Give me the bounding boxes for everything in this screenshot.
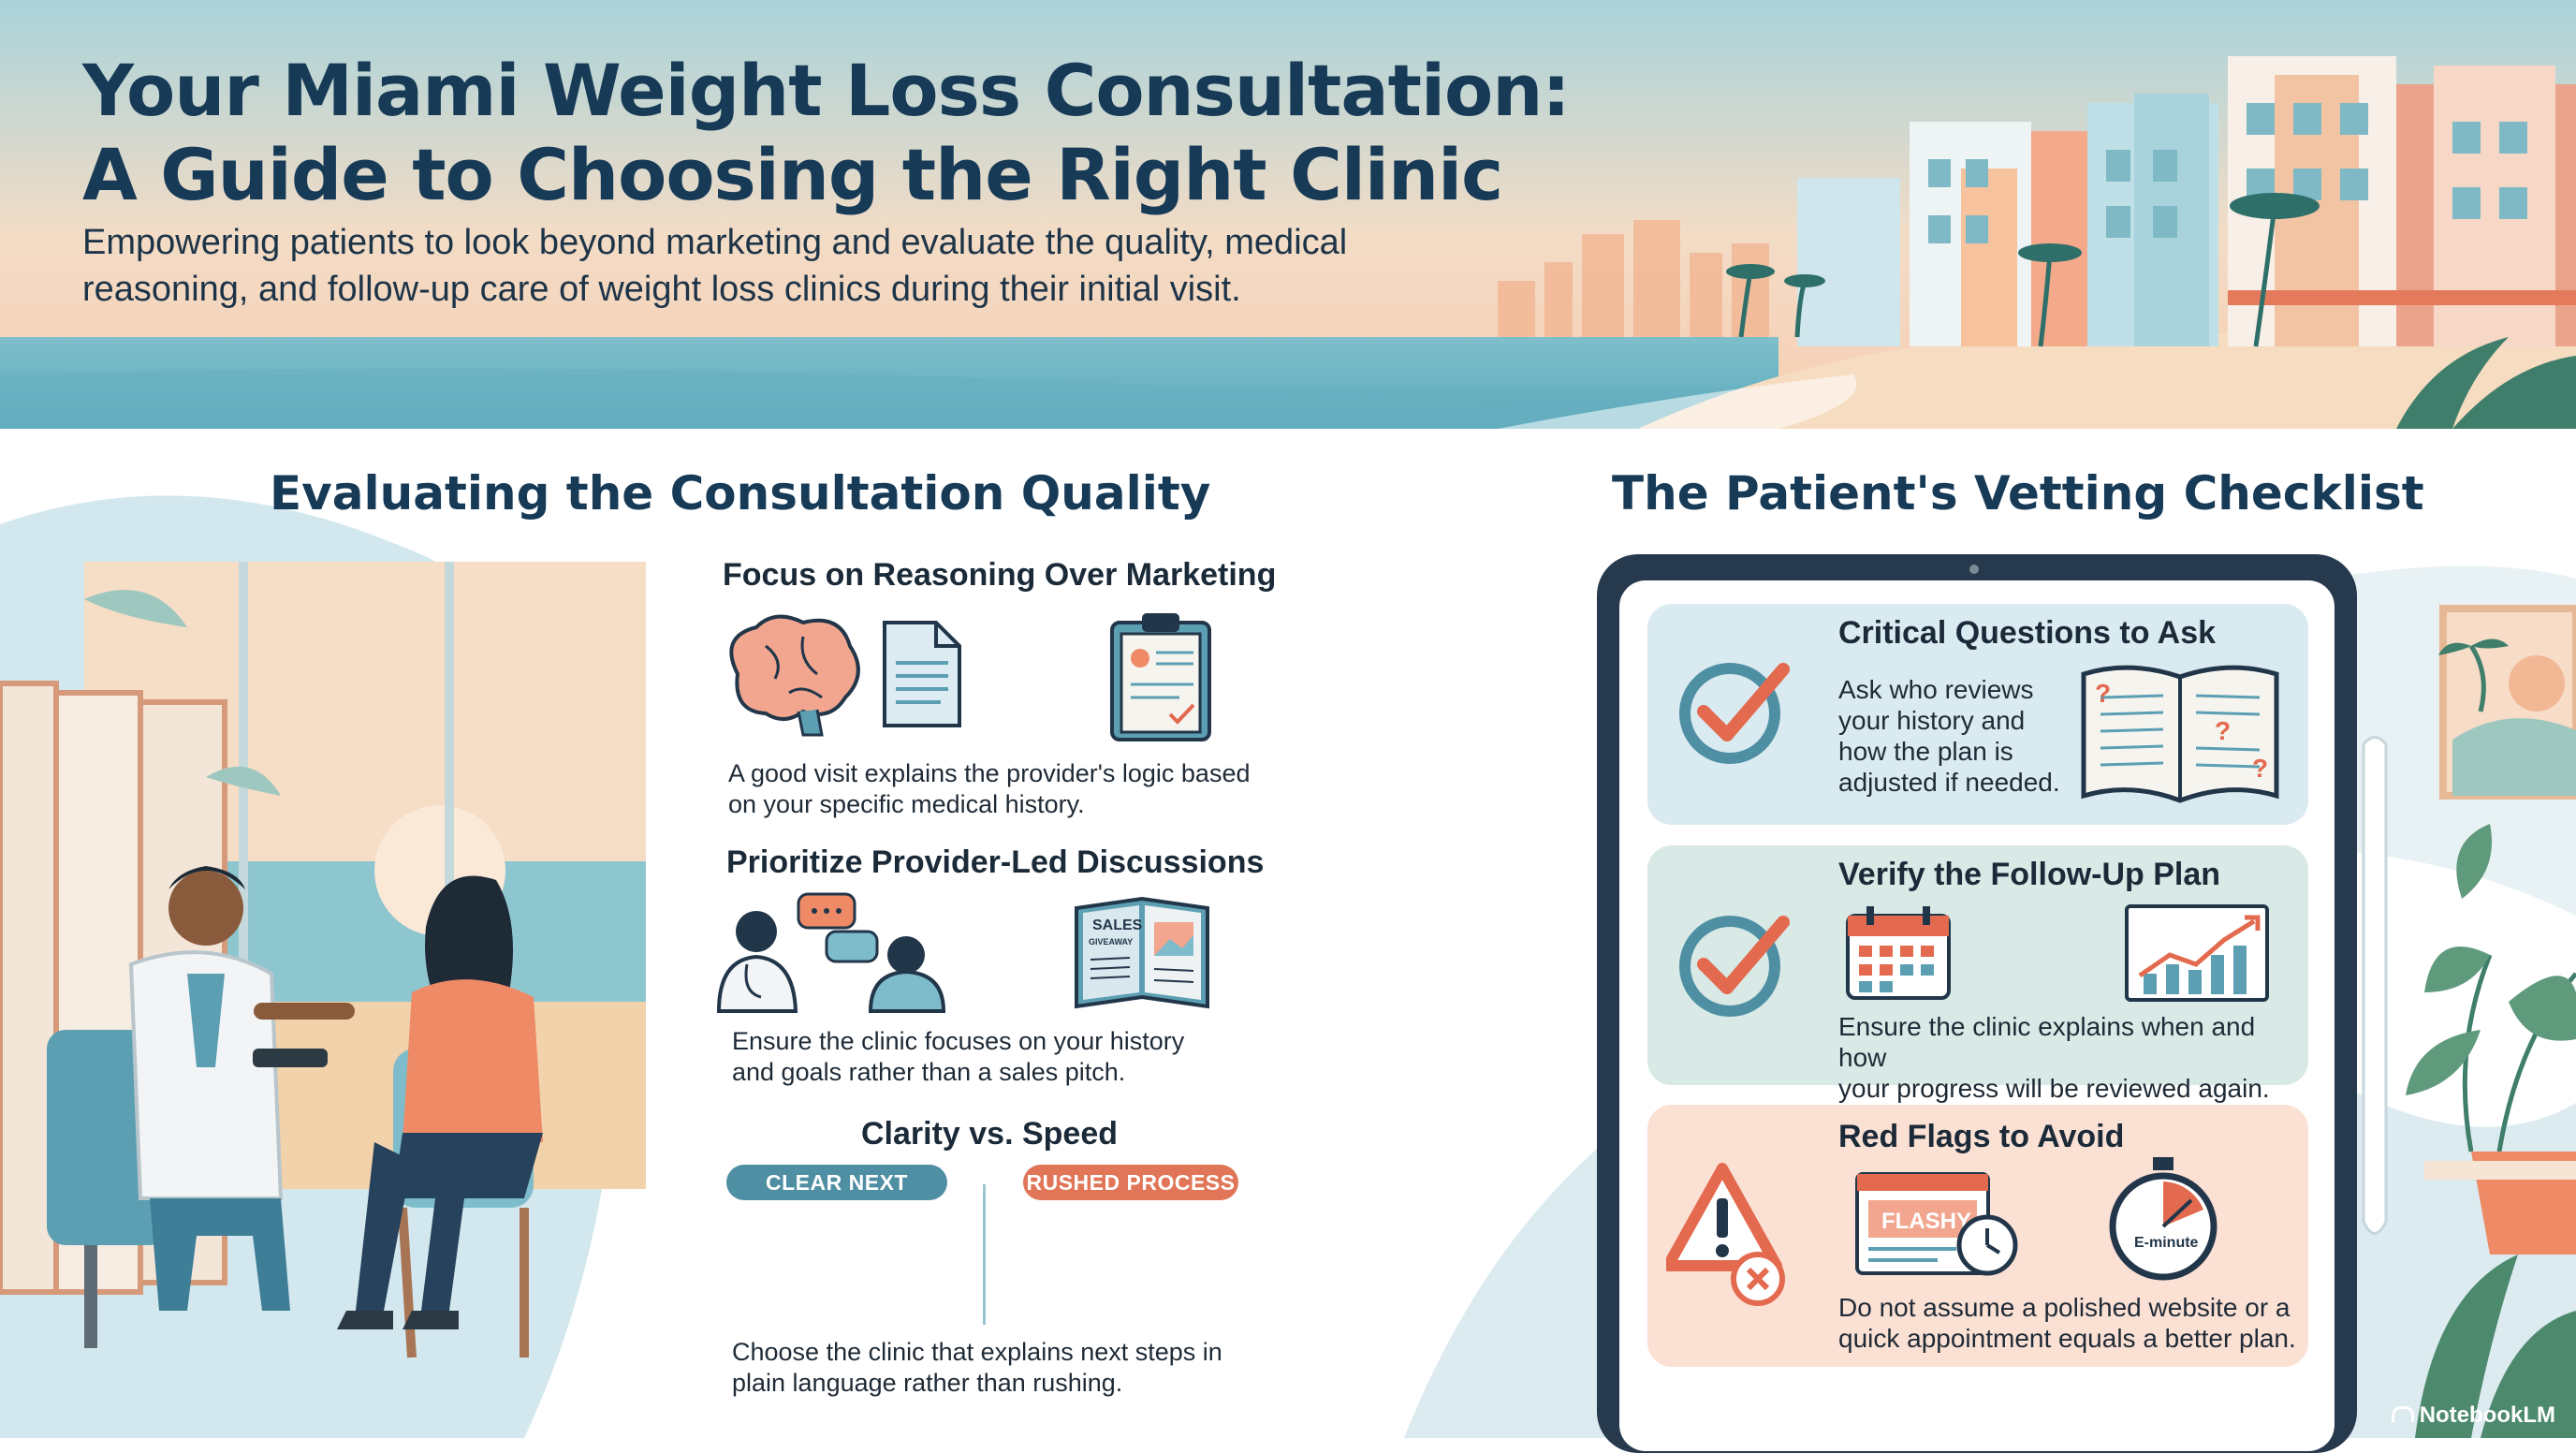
doctor-patient-chat-icon xyxy=(716,892,946,1013)
provider-led-heading: Prioritize Provider-Led Discussions xyxy=(726,844,1265,880)
doctor-consultation-illustration xyxy=(0,495,646,1438)
page-title-line-2: A Guide to Choosing the Right Clinic xyxy=(82,133,1503,216)
open-book-question-icon: ??? xyxy=(2081,665,2279,803)
clarity-speed-text-line-1: Choose the clinic that explains next ste… xyxy=(732,1338,1222,1366)
brand-label: NotebookLM xyxy=(2419,1402,2555,1428)
stylus-pen xyxy=(2362,736,2388,1235)
brand-icon xyxy=(2391,1406,2414,1422)
reasoning-text: A good visit explains the provider's log… xyxy=(728,758,1309,820)
hero-banner: Your Miami Weight Loss Consultation: A G… xyxy=(0,0,2576,429)
notebooklm-watermark: NotebookLM xyxy=(2391,1402,2555,1429)
warning-icon xyxy=(1666,1163,1785,1306)
provider-led-text-line-2: and goals rather than a sales pitch. xyxy=(732,1058,1126,1086)
clipboard-icon xyxy=(1110,613,1211,741)
clarity-speed-heading: Clarity vs. Speed xyxy=(861,1116,1119,1152)
questions-text-line-3: how the plan is xyxy=(1838,737,2013,766)
flashy-website-icon: FLASHY xyxy=(1855,1172,2018,1276)
red-flags-text: Do not assume a polished website or a qu… xyxy=(1838,1292,2297,1354)
rushed-process-pill: RUSHED PROCESS xyxy=(1023,1165,1238,1200)
provider-led-text: Ensure the clinic focuses on your histor… xyxy=(732,1026,1294,1088)
svg-text:?: ? xyxy=(2095,679,2111,708)
plant-decoration xyxy=(2406,605,2576,1438)
questions-text-line-2: your history and xyxy=(1838,706,2026,735)
section-title-consultation-quality: Evaluating the Consultation Quality xyxy=(270,466,1211,521)
brain-icon xyxy=(729,614,860,737)
section-title-vetting-checklist: The Patient's Vetting Checklist xyxy=(1612,466,2424,521)
provider-led-text-line-1: Ensure the clinic focuses on your histor… xyxy=(732,1027,1185,1055)
page-subtitle-line-2: reasoning, and follow-up care of weight … xyxy=(82,270,1241,309)
clarity-speed-text: Choose the clinic that explains next ste… xyxy=(732,1337,1294,1399)
flashy-label: FLASHY xyxy=(1881,1209,1971,1234)
reasoning-heading: Focus on Reasoning Over Marketing xyxy=(723,557,1277,593)
clarity-speed-text-line-2: plain language rather than rushing. xyxy=(732,1369,1123,1397)
checkmark-icon xyxy=(1679,916,1790,1017)
follow-up-text-line-2: your progress will be reviewed again. xyxy=(1838,1074,2270,1103)
questions-text: Ask who reviews your history and how the… xyxy=(1838,674,2063,798)
page-title-line-1: Your Miami Weight Loss Consultation: xyxy=(82,49,1571,132)
red-flags-heading: Red Flags to Avoid xyxy=(1838,1119,2125,1154)
checkmark-icon xyxy=(1679,663,1790,764)
miami-beach-illustration xyxy=(0,0,2576,429)
svg-text:?: ? xyxy=(2252,754,2268,783)
stopwatch-icon: E-minute xyxy=(2109,1157,2217,1281)
follow-up-heading: Verify the Follow-Up Plan xyxy=(1838,857,2221,892)
sales-brochure-icon: SALES GIVEAWAY xyxy=(1075,896,1209,1009)
questions-heading: Critical Questions to Ask xyxy=(1838,615,2217,651)
questions-text-line-4: adjusted if needed. xyxy=(1838,768,2060,797)
follow-up-text-line-1: Ensure the clinic explains when and how xyxy=(1838,1012,2256,1072)
comparison-divider xyxy=(983,1184,986,1325)
brochure-giveaway-label: GIVEAWAY xyxy=(1089,937,1133,947)
reasoning-text-line-2: on your specific medical history. xyxy=(728,790,1085,818)
follow-up-text: Ensure the clinic explains when and how … xyxy=(1838,1011,2297,1104)
tablet-camera xyxy=(1969,565,1979,574)
clear-next-steps-pill: CLEAR NEXT STEPS xyxy=(726,1165,947,1230)
page-subtitle-line-1: Empowering patients to look beyond marke… xyxy=(82,223,1348,262)
progress-chart-icon xyxy=(2125,904,2269,1002)
brochure-sales-label: SALES xyxy=(1092,917,1143,933)
svg-text:?: ? xyxy=(2215,716,2231,745)
document-icon xyxy=(883,621,961,727)
questions-text-line-1: Ask who reviews xyxy=(1838,675,2034,704)
red-flags-text-line-2: quick appointment equals a better plan. xyxy=(1838,1324,2296,1353)
page-title: Your Miami Weight Loss Consultation: A G… xyxy=(82,49,1580,217)
reasoning-text-line-1: A good visit explains the provider's log… xyxy=(728,759,1251,787)
calendar-icon xyxy=(1846,906,1951,1000)
red-flags-text-line-1: Do not assume a polished website or a xyxy=(1838,1293,2291,1322)
stopwatch-label: E-minute xyxy=(2134,1235,2199,1251)
page-subtitle: Empowering patients to look beyond marke… xyxy=(82,219,1486,313)
